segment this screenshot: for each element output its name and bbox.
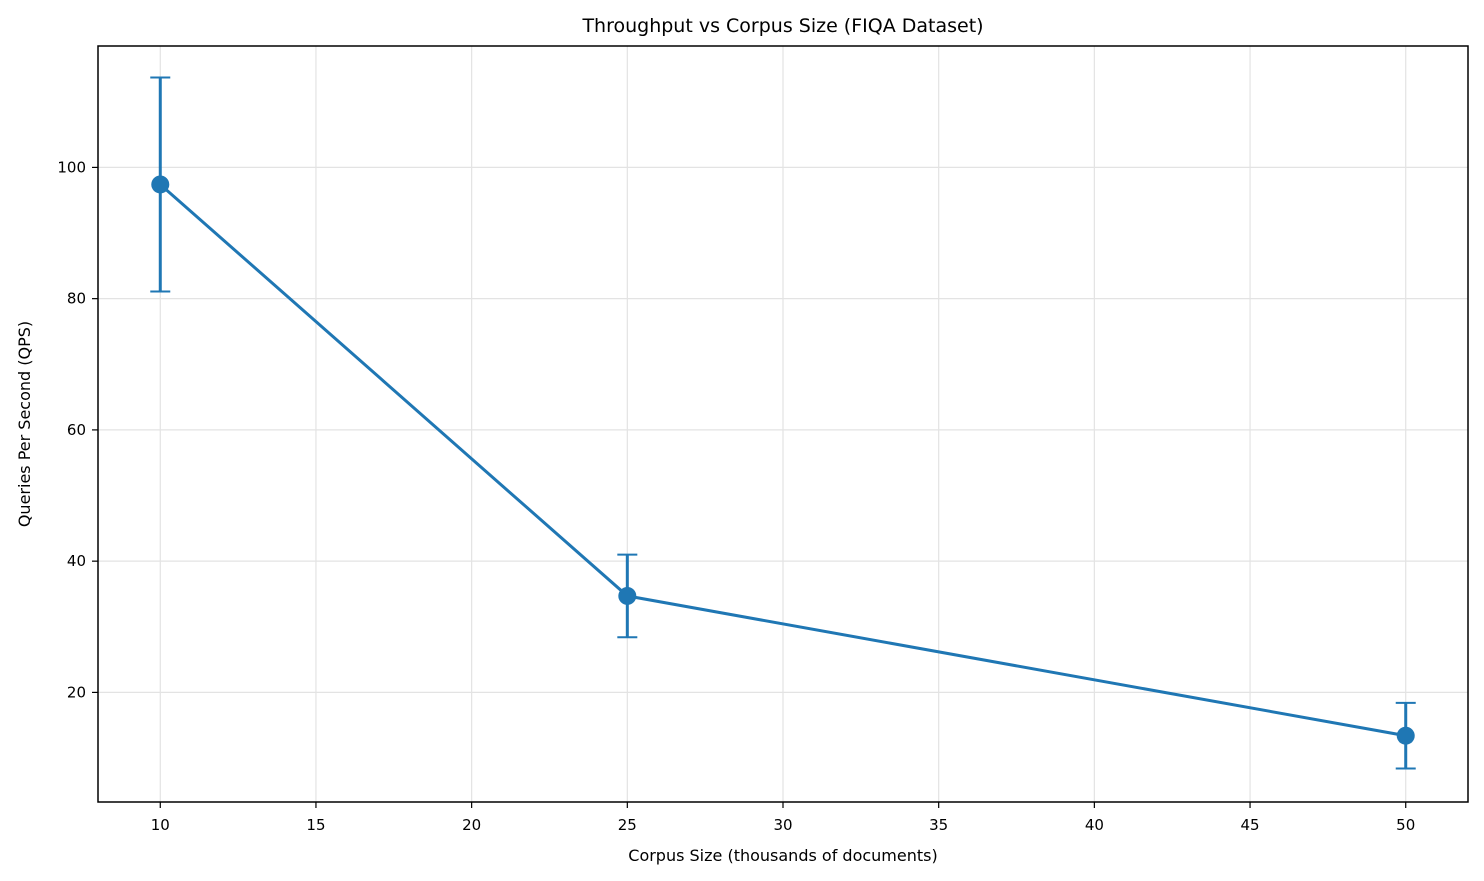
series-throughput bbox=[150, 76, 1416, 770]
y-tick-label: 100 bbox=[57, 158, 86, 176]
x-axis-title: Corpus Size (thousands of documents) bbox=[628, 846, 937, 865]
grid bbox=[98, 46, 1468, 802]
data-point bbox=[151, 175, 170, 194]
x-tick-label: 50 bbox=[1396, 816, 1415, 834]
data-point bbox=[1396, 726, 1415, 745]
y-tick-label: 40 bbox=[67, 552, 86, 570]
x-tick-label: 20 bbox=[462, 816, 481, 834]
chart-title: Throughput vs Corpus Size (FIQA Dataset) bbox=[581, 15, 983, 37]
x-tick-label: 35 bbox=[929, 816, 948, 834]
y-tick-label: 80 bbox=[67, 290, 86, 308]
y-tick-label: 20 bbox=[67, 683, 86, 701]
x-tick-label: 40 bbox=[1085, 816, 1104, 834]
data-point bbox=[618, 586, 637, 605]
y-axis-title: Queries Per Second (QPS) bbox=[15, 321, 34, 527]
y-axis-ticks: 20 40 60 80 100 bbox=[57, 158, 98, 701]
x-tick-label: 45 bbox=[1240, 816, 1259, 834]
x-tick-label: 25 bbox=[618, 816, 637, 834]
y-tick-label: 60 bbox=[67, 421, 86, 439]
x-tick-label: 30 bbox=[773, 816, 792, 834]
x-axis-ticks: 10 15 20 25 30 35 40 45 50 bbox=[151, 802, 1415, 834]
x-tick-label: 15 bbox=[306, 816, 325, 834]
x-tick-label: 10 bbox=[151, 816, 170, 834]
